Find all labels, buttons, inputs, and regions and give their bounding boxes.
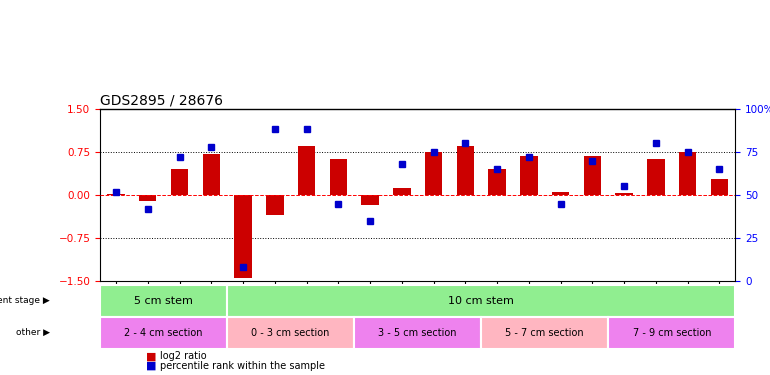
Text: log2 ratio: log2 ratio: [160, 351, 207, 361]
Bar: [393, 188, 410, 195]
Bar: [457, 146, 474, 195]
Bar: [100, 285, 227, 317]
Text: ■: ■: [146, 351, 157, 361]
Text: 5 - 7 cm section: 5 - 7 cm section: [505, 328, 584, 338]
Bar: [139, 195, 156, 201]
Text: 7 - 9 cm section: 7 - 9 cm section: [633, 328, 711, 338]
Bar: [679, 152, 696, 195]
Bar: [584, 156, 601, 195]
Bar: [203, 154, 220, 195]
Bar: [711, 179, 728, 195]
Bar: [171, 169, 188, 195]
Bar: [481, 317, 608, 349]
Bar: [648, 159, 665, 195]
Bar: [425, 152, 442, 195]
Bar: [227, 317, 354, 349]
Bar: [552, 192, 569, 195]
Text: other ▶: other ▶: [16, 328, 50, 338]
Bar: [107, 194, 125, 195]
Bar: [227, 285, 735, 317]
Bar: [608, 317, 735, 349]
Text: 10 cm stem: 10 cm stem: [448, 296, 514, 306]
Bar: [361, 195, 379, 206]
Bar: [354, 317, 481, 349]
Bar: [521, 156, 537, 195]
Text: 0 - 3 cm section: 0 - 3 cm section: [252, 328, 330, 338]
Text: 3 - 5 cm section: 3 - 5 cm section: [379, 328, 457, 338]
Bar: [298, 146, 315, 195]
Text: development stage ▶: development stage ▶: [0, 296, 50, 305]
Bar: [488, 169, 506, 195]
Bar: [266, 195, 283, 215]
Text: 5 cm stem: 5 cm stem: [134, 296, 193, 306]
Text: GDS2895 / 28676: GDS2895 / 28676: [100, 94, 223, 108]
Text: 2 - 4 cm section: 2 - 4 cm section: [125, 328, 203, 338]
Bar: [615, 193, 633, 195]
Bar: [100, 317, 227, 349]
Text: ■: ■: [146, 361, 157, 370]
Bar: [330, 159, 347, 195]
Text: percentile rank within the sample: percentile rank within the sample: [160, 361, 325, 370]
Bar: [234, 195, 252, 278]
